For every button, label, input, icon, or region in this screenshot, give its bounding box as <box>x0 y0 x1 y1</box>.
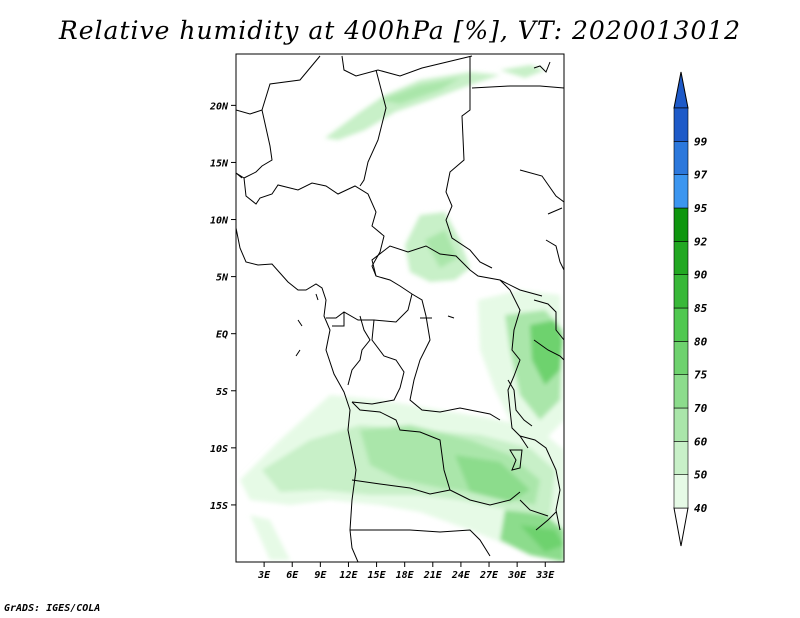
colorbar-segment <box>673 441 689 475</box>
country-borders <box>236 55 564 562</box>
colorbar-label: 60 <box>694 435 708 448</box>
lat-label: 15S <box>210 501 228 512</box>
colorbar-segment <box>673 374 689 409</box>
colorbar-segment <box>673 474 689 509</box>
colorbar-arrow-high <box>673 71 689 109</box>
colorbar-segment <box>673 207 689 242</box>
lat-label: EQ <box>216 330 228 341</box>
colorbar-segment <box>673 341 689 375</box>
lon-label: 21E <box>423 570 443 581</box>
colorbar-arrow-low <box>673 507 689 547</box>
lon-label: 6E <box>286 570 299 581</box>
lat-label: 15N <box>210 158 229 169</box>
colorbar-label: 92 <box>694 235 708 248</box>
lon-label: 30E <box>507 570 527 581</box>
lon-label: 27E <box>479 570 499 581</box>
colorbar-segment <box>673 174 689 209</box>
colorbar-segment <box>673 274 689 309</box>
colorbar-label: 70 <box>694 402 708 415</box>
colorbar-segment <box>673 307 689 342</box>
lat-label: 5N <box>216 273 229 284</box>
colorbar-segment <box>673 107 689 142</box>
colorbar-label: 90 <box>694 269 708 282</box>
colorbar-label: 50 <box>694 469 708 482</box>
lon-label: 9E <box>314 570 327 581</box>
grads-credit: GrADS: IGES/COLA <box>4 603 101 614</box>
colorbar-label: 80 <box>694 335 708 348</box>
lat-label: 10N <box>210 216 229 227</box>
lon-label: 24E <box>451 570 471 581</box>
lon-label: 33E <box>535 570 555 581</box>
colorbar-segment <box>673 141 689 175</box>
colorbar-label: 85 <box>694 302 708 315</box>
map-frame <box>235 53 565 563</box>
lon-label: 12E <box>339 570 358 581</box>
colorbar-label: 95 <box>694 202 708 215</box>
lon-label: 15E <box>368 570 387 581</box>
colorbar-label: 99 <box>694 135 708 148</box>
colorbar-segment <box>673 241 689 275</box>
colorbar-label: 97 <box>694 169 708 182</box>
colorbar-label: 75 <box>694 369 708 382</box>
axis-labels: 20N 15N 10N 5N EQ 5S 10S 15S 3E 6E 9E 12E 15E 18E 21E 2… <box>209 101 555 581</box>
lat-label: 20N <box>209 101 229 112</box>
lon-label: 18E <box>396 570 415 581</box>
lat-label: 5S <box>216 387 228 398</box>
lon-label: 3E <box>257 570 271 581</box>
map-title: Relative humidity at 400hPa [%], VT: 202… <box>58 16 742 45</box>
colorbar-segment <box>673 407 689 442</box>
humidity-field <box>236 54 564 562</box>
lat-label: 10S <box>210 444 228 455</box>
colorbar: 40 50 60 70 75 80 85 90 92 95 97 99 <box>673 71 708 547</box>
colorbar-label: 40 <box>694 502 708 515</box>
